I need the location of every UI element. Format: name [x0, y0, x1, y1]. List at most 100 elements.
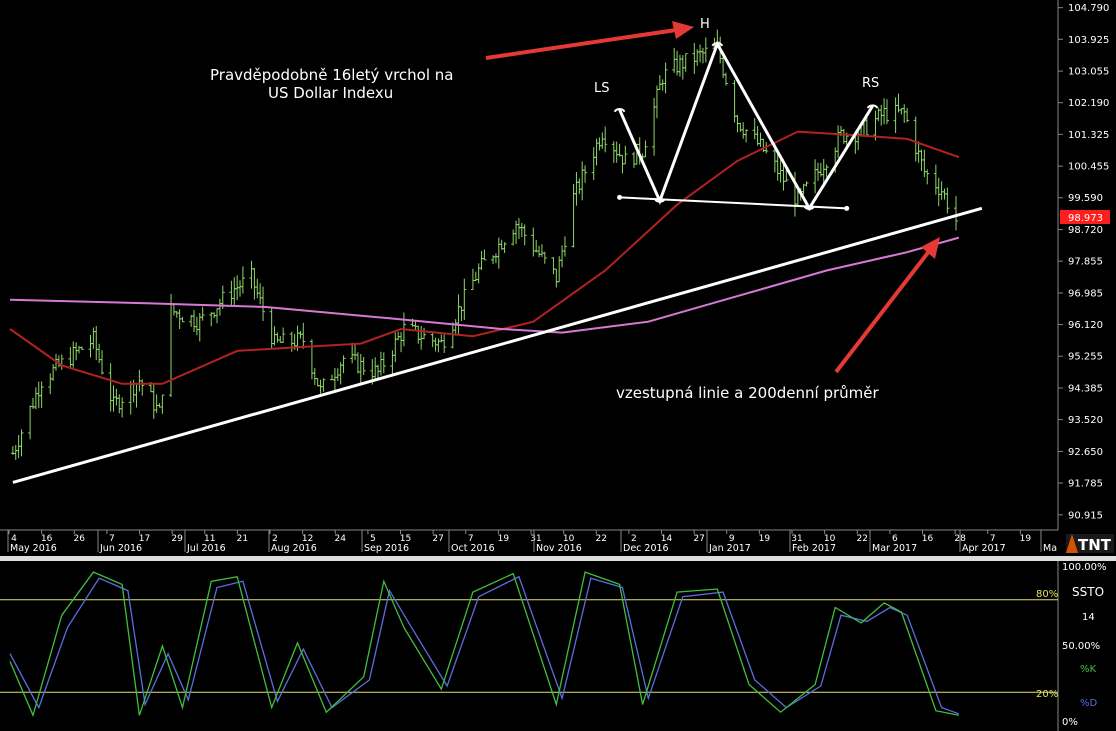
- annotation-trend-note: vzestupná linie a 200denní průměr: [616, 384, 880, 402]
- day-tick-label: 15: [400, 534, 411, 544]
- moving-average-red-line: [9, 130, 960, 385]
- price-tick-label: 94.385: [1068, 383, 1103, 394]
- day-tick-label: 7: [990, 534, 996, 544]
- annotation-title-line1: Pravděpodobně 16letý vrchol na: [210, 66, 453, 84]
- price-bar: [200, 306, 205, 321]
- price-bar: [120, 397, 125, 418]
- price-bar: [502, 242, 507, 253]
- month-tick-label: Jan 2017: [708, 543, 751, 554]
- month-tick-label: Nov 2016: [536, 543, 582, 554]
- day-tick-label: 17: [139, 534, 150, 544]
- price-bar: [39, 381, 44, 408]
- price-bar: [703, 37, 708, 63]
- price-tick-label: 98.720: [1068, 225, 1103, 236]
- price-panel: LS H RS Pravděpodobně 16letý vrchol na U…: [9, 17, 983, 484]
- month-tick-label: Sep 2016: [364, 543, 409, 554]
- price-bar: [945, 187, 950, 214]
- stoch-label-20: 20%: [1036, 689, 1058, 700]
- pattern-arc: [613, 107, 626, 113]
- price-bar: [623, 145, 628, 165]
- arrow-to-head-icon: [672, 21, 694, 39]
- price-bar: [804, 181, 809, 187]
- day-tick-label: 31: [530, 534, 541, 544]
- stoch-label-50: 50.00%: [1062, 641, 1100, 652]
- day-tick-label: 27: [693, 534, 704, 544]
- stoch-period: 14: [1082, 612, 1095, 623]
- price-bar: [442, 334, 447, 353]
- month-tick-label: Mar 2017: [872, 543, 917, 554]
- price-tick-label: 90.915: [1068, 510, 1103, 521]
- price-bar: [79, 346, 84, 350]
- price-bar: [744, 129, 749, 143]
- day-tick-label: 7: [109, 534, 115, 544]
- price-tick-label: 104.790: [1068, 3, 1109, 14]
- day-tick-label: 22: [857, 534, 868, 544]
- day-tick-label: 29: [171, 534, 183, 544]
- arrow-to-trendline-icon: [921, 237, 940, 259]
- price-tick-label: 103.925: [1068, 35, 1109, 46]
- month-tick-label: Dec 2016: [623, 543, 669, 554]
- price-bar: [562, 236, 567, 257]
- month-tick-label: May 2016: [10, 543, 57, 554]
- price-bar: [482, 249, 487, 261]
- stochastic-panel: 100.00% 80% 50.00% 20% 0% SSTO 14 %K %D: [0, 561, 1107, 731]
- price-bar: [583, 165, 588, 183]
- pattern-arc: [866, 104, 879, 109]
- tnt-logo-mark-icon: [1066, 534, 1078, 553]
- month-tick-label: Oct 2016: [451, 543, 495, 554]
- day-tick-label: 4: [11, 534, 17, 544]
- price-bar: [884, 99, 889, 125]
- month-tick-label: Ma: [1043, 543, 1057, 554]
- month-tick-label: Jul 2016: [186, 543, 226, 554]
- pattern-arc: [711, 42, 724, 47]
- price-tick-label: 91.785: [1068, 479, 1103, 490]
- price-bar: [180, 316, 185, 323]
- price-bar: [824, 164, 829, 178]
- stoch-label-80: 80%: [1036, 589, 1058, 600]
- day-tick-label: 27: [432, 534, 443, 544]
- price-bar: [422, 327, 427, 340]
- day-tick-label: 6: [892, 534, 898, 544]
- time-axis: 4 16 26 7 17 29 11 21 2 12 24 5 15 27 7 19 31 10 22 2 14 27 9 1…: [0, 529, 1114, 554]
- day-tick-label: 2: [631, 534, 637, 544]
- price-bar: [341, 355, 346, 374]
- month-tick-label: Aug 2016: [271, 543, 317, 554]
- month-tick-label: Apr 2017: [962, 543, 1006, 554]
- annotation-title-line2: US Dollar Indexu: [268, 84, 393, 102]
- day-tick-label: 2: [272, 534, 278, 544]
- stoch-d-legend: %D: [1080, 698, 1098, 709]
- day-tick-label: 21: [237, 534, 248, 544]
- price-tick-label: 96.120: [1068, 320, 1103, 331]
- price-tick-label: 103.055: [1068, 67, 1109, 78]
- stoch-label-0: 0%: [1062, 717, 1078, 728]
- panel-separator: [0, 556, 1116, 561]
- neckline-endpoint: [844, 205, 850, 211]
- tnt-logo-text: TNT: [1078, 536, 1112, 554]
- arrow-to-head-shaft: [485, 28, 677, 60]
- price-bar: [522, 224, 527, 246]
- price-bar: [140, 379, 145, 396]
- stoch-indicator-name: SSTO: [1072, 585, 1104, 599]
- price-bar: [723, 72, 728, 86]
- price-bar: [19, 429, 24, 457]
- price-tick-label: 102.190: [1068, 98, 1109, 109]
- neckline-endpoint: [617, 194, 623, 200]
- price-bar: [100, 350, 105, 375]
- price-tick-label: 101.325: [1068, 130, 1109, 141]
- current-price-label: 98.973: [1068, 213, 1103, 224]
- current-price-badge: [1060, 210, 1110, 224]
- day-tick-label: 31: [791, 534, 802, 544]
- price-bar: [643, 140, 648, 158]
- label-ls: LS: [594, 81, 610, 96]
- price-axis-ticks: 104.790 103.925 103.055 102.190 101.325 100.4…: [1058, 3, 1109, 521]
- price-tick-label: 97.855: [1068, 257, 1103, 268]
- time-axis-month-labels: May 2016 Jun 2016 Jul 2016 Aug 2016 Sep 2016…: [7, 530, 1057, 554]
- day-tick-label: 14: [661, 534, 673, 544]
- pattern-arc-markers: [613, 42, 879, 211]
- day-tick-label: 7: [468, 534, 474, 544]
- day-tick-label: 19: [759, 534, 771, 544]
- day-tick-label: 19: [1020, 534, 1032, 544]
- month-tick-label: Feb 2017: [792, 543, 836, 554]
- price-bar: [683, 53, 688, 72]
